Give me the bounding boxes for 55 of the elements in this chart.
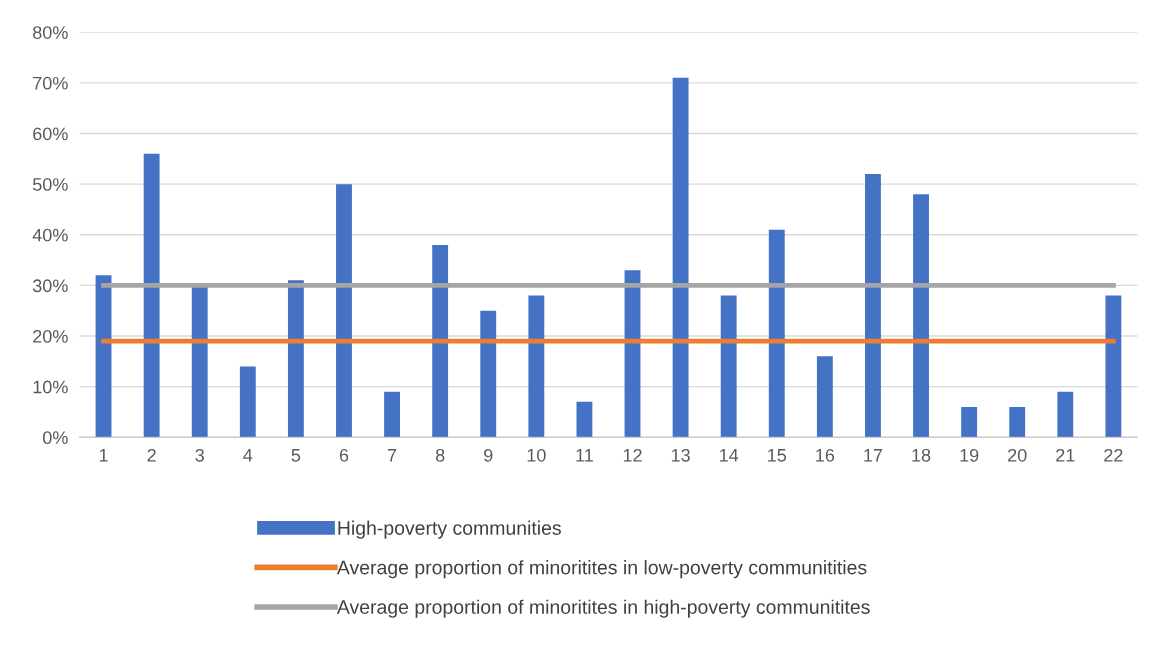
bar: [961, 406, 978, 438]
x-tick-label: 4: [243, 449, 253, 462]
y-tick-label: 50%: [32, 178, 68, 191]
y-tick-label: 60%: [33, 127, 68, 141]
bar: [287, 280, 304, 438]
bar: [1057, 391, 1074, 438]
legend-label: High-poverty communities: [338, 520, 561, 539]
x-tick-label: 13: [671, 448, 690, 462]
bar: [913, 194, 929, 438]
y-tick-label: 80%: [33, 26, 68, 39]
x-tick-label: 14: [720, 449, 739, 462]
y-tick-label: 40%: [32, 228, 68, 242]
bar: [95, 275, 112, 438]
y-tick-label: 70%: [33, 76, 68, 90]
x-tick-label: 3: [195, 448, 204, 462]
x-tick-label: 8: [435, 448, 445, 462]
bar: [865, 174, 881, 438]
bar: [528, 295, 545, 438]
bar: [672, 77, 689, 438]
x-tick-label: 12: [623, 448, 642, 462]
x-tick-label: 16: [816, 448, 835, 462]
x-tick-label: 20: [1008, 448, 1027, 462]
x-tick-label: 11: [576, 449, 593, 462]
x-tick-label: 22: [1104, 448, 1123, 462]
x-tick-label: 15: [768, 449, 787, 462]
y-tick-label: 10%: [33, 380, 68, 394]
bar: [384, 391, 400, 438]
x-tick-label: 5: [291, 449, 301, 462]
bar: [432, 244, 449, 438]
legend-label: Average proportion of minoritites in low-poverty communitities: [336, 560, 867, 579]
y-tick-label: 30%: [32, 279, 68, 293]
bar: [480, 310, 497, 438]
x-tick-label: 17: [864, 449, 883, 462]
y-tick-label: 0%: [42, 431, 68, 445]
bar: [720, 295, 737, 438]
bar: [239, 366, 256, 438]
x-tick-label: 21: [1056, 448, 1075, 462]
bar: [1105, 295, 1122, 438]
bar: [768, 229, 785, 438]
x-tick-label: 19: [960, 448, 979, 462]
bar: [1009, 406, 1026, 438]
x-tick-label: 10: [527, 448, 546, 462]
x-tick-label: 2: [147, 448, 156, 462]
bar: [191, 285, 208, 438]
x-tick-label: 7: [387, 449, 397, 462]
bar: [336, 184, 352, 438]
x-tick-label: 9: [484, 448, 493, 462]
y-tick-label: 20%: [33, 329, 68, 343]
bar: [816, 356, 833, 438]
x-tick-label: 6: [339, 448, 349, 462]
bar: [143, 153, 160, 438]
x-tick-label: 18: [912, 448, 931, 462]
legend-label: Average proportion of minoritites in high-poverty communitites: [336, 599, 870, 618]
bar: [576, 401, 593, 438]
x-tick-label: 1: [99, 449, 108, 462]
